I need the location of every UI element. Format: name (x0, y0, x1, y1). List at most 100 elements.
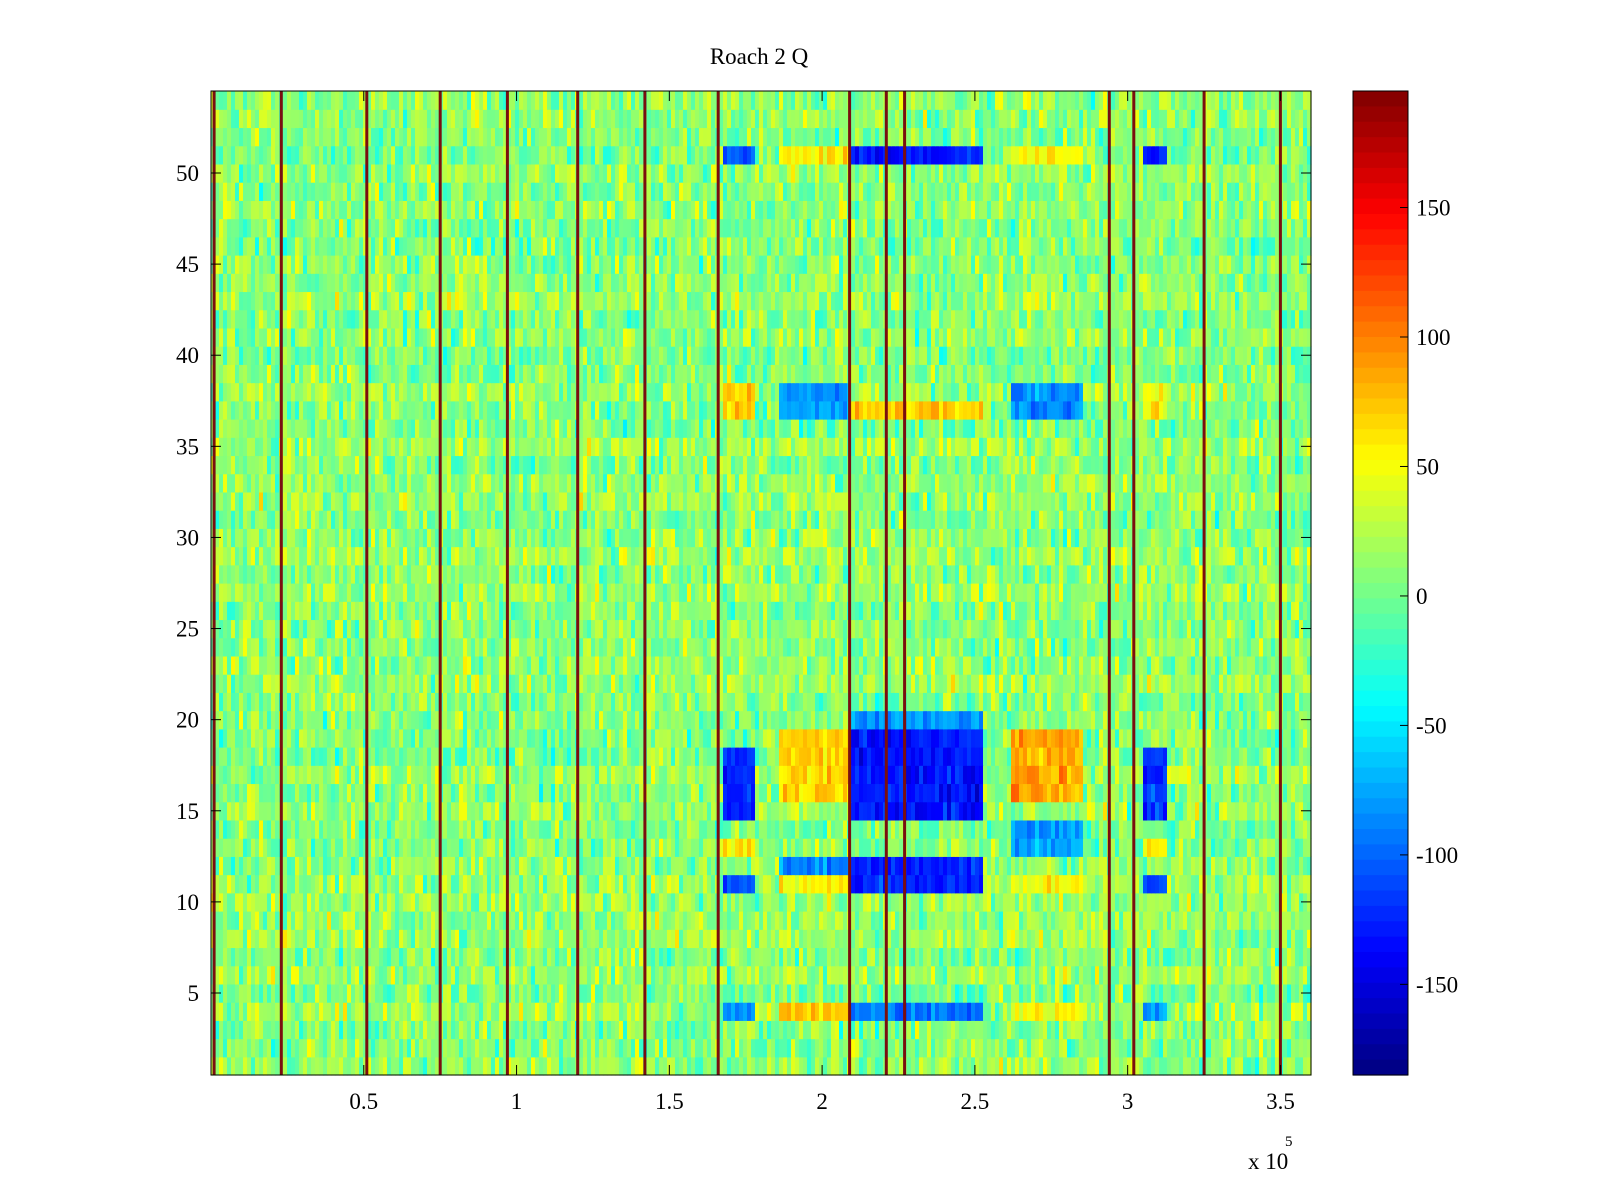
heatmap-cell (799, 874, 804, 894)
heatmap-cell (255, 965, 260, 985)
heatmap-cell (423, 1038, 428, 1058)
heatmap-cell (915, 838, 920, 857)
heatmap-cell (667, 911, 672, 930)
heatmap-cell (935, 929, 940, 949)
heatmap-cell (571, 983, 576, 1003)
heatmap-cell (591, 929, 596, 949)
heatmap-cell (659, 929, 664, 949)
heatmap-cell (271, 838, 276, 857)
heatmap-cell (943, 819, 948, 839)
heatmap-cell (711, 983, 716, 1003)
heatmap-cell (899, 892, 904, 912)
heatmap-cell (631, 838, 636, 857)
heatmap-cell (1251, 929, 1256, 949)
heatmap-cell (515, 947, 520, 967)
heatmap-cell (1259, 929, 1264, 949)
heatmap-cell (1007, 983, 1012, 1003)
heatmap-cell (375, 983, 380, 1003)
heatmap-cell (1251, 856, 1256, 876)
heatmap-cell (383, 819, 388, 839)
heatmap-cell (1151, 838, 1156, 857)
heatmap-cell (651, 965, 656, 985)
heatmap-cell (1291, 911, 1296, 930)
heatmap-cell (1199, 874, 1204, 894)
heatmap-cell (459, 911, 464, 930)
heatmap-cell (1075, 856, 1080, 876)
heatmap-cell (435, 892, 440, 912)
heatmap-cell (747, 983, 752, 1003)
heatmap-cell (1147, 747, 1152, 766)
heatmap-cell (1191, 929, 1196, 949)
heatmap-cell (683, 874, 688, 894)
heatmap-cell (927, 838, 932, 857)
heatmap-cell (1023, 747, 1028, 766)
heatmap-cell (1227, 911, 1232, 930)
heatmap-cell (1011, 911, 1016, 930)
heatmap-cell (459, 1038, 464, 1058)
heatmap-cell (923, 965, 928, 985)
heatmap-cell (1039, 1056, 1044, 1076)
heatmap-cell (559, 983, 564, 1003)
heatmap-cell (515, 765, 520, 785)
heatmap-cell (1239, 892, 1244, 912)
heatmap-cell (599, 783, 604, 803)
heatmap-cell (291, 874, 296, 894)
heatmap-cell (479, 1038, 484, 1058)
heatmap-cell (719, 1020, 724, 1040)
heatmap-cell (319, 874, 324, 894)
heatmap-cell (967, 765, 972, 785)
heatmap-cell (1127, 1002, 1132, 1021)
heatmap-cell (631, 856, 636, 876)
heatmap-cell (275, 765, 280, 785)
heatmap-cell (1139, 783, 1144, 803)
heatmap-cell (983, 947, 988, 967)
heatmap-cell (239, 1038, 244, 1058)
heatmap-cell (331, 765, 336, 785)
heatmap-cell (1155, 892, 1160, 912)
heatmap-cell (931, 801, 936, 821)
heatmap-cell (731, 765, 736, 785)
heatmap-cell (595, 819, 600, 839)
heatmap-cell (579, 838, 584, 857)
heatmap-cell (291, 965, 296, 985)
heatmap-cell (239, 856, 244, 876)
heatmap-cell (1295, 1020, 1300, 1040)
heatmap-cell (915, 1056, 920, 1076)
heatmap-cell (1127, 892, 1132, 912)
heatmap-cell (1095, 1038, 1100, 1058)
heatmap-cell (1027, 911, 1032, 930)
heatmap-cell (535, 1056, 540, 1076)
heatmap-cell (1139, 747, 1144, 766)
heatmap-cell (1243, 747, 1248, 766)
heatmap-cell (1043, 783, 1048, 803)
heatmap-cell (451, 911, 456, 930)
heatmap-cell (987, 1002, 992, 1021)
heatmap-cell (595, 929, 600, 949)
heatmap-cell (999, 838, 1004, 857)
heatmap-cell (447, 747, 452, 766)
heatmap-cell (383, 965, 388, 985)
heatmap-cell (923, 747, 928, 766)
heatmap-cell (1087, 1002, 1092, 1021)
heatmap-cell (563, 747, 568, 766)
heatmap-cell (967, 983, 972, 1003)
heatmap-cell (1063, 892, 1068, 912)
heatmap-cell (1035, 892, 1040, 912)
heatmap-cell (247, 728, 252, 748)
heatmap-cell (627, 929, 632, 949)
heatmap-cell (1187, 783, 1192, 803)
heatmap-cell (1123, 1002, 1128, 1021)
heatmap-cell (371, 911, 376, 930)
heatmap-cell (1271, 838, 1276, 857)
heatmap-cell (247, 911, 252, 930)
heatmap-cell (483, 965, 488, 985)
heatmap-row (211, 965, 1312, 985)
heatmap-cell (947, 892, 952, 912)
heatmap-cell (567, 765, 572, 785)
heatmap-cell (595, 874, 600, 894)
heatmap-cell (1287, 1038, 1292, 1058)
heatmap-cell (623, 892, 628, 912)
heatmap-cell (1195, 911, 1200, 930)
heatmap-cell (475, 1056, 480, 1076)
heatmap-cell (843, 747, 848, 766)
